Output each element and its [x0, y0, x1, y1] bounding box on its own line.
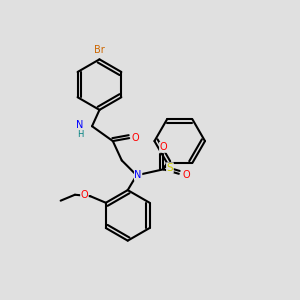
Text: S: S [167, 163, 173, 173]
Text: H: H [77, 130, 84, 139]
Text: O: O [81, 190, 88, 200]
Text: Br: Br [94, 45, 105, 55]
Text: O: O [160, 142, 167, 152]
Text: N: N [76, 120, 84, 130]
Text: O: O [132, 133, 140, 143]
Text: O: O [182, 170, 190, 180]
Text: N: N [134, 170, 142, 180]
